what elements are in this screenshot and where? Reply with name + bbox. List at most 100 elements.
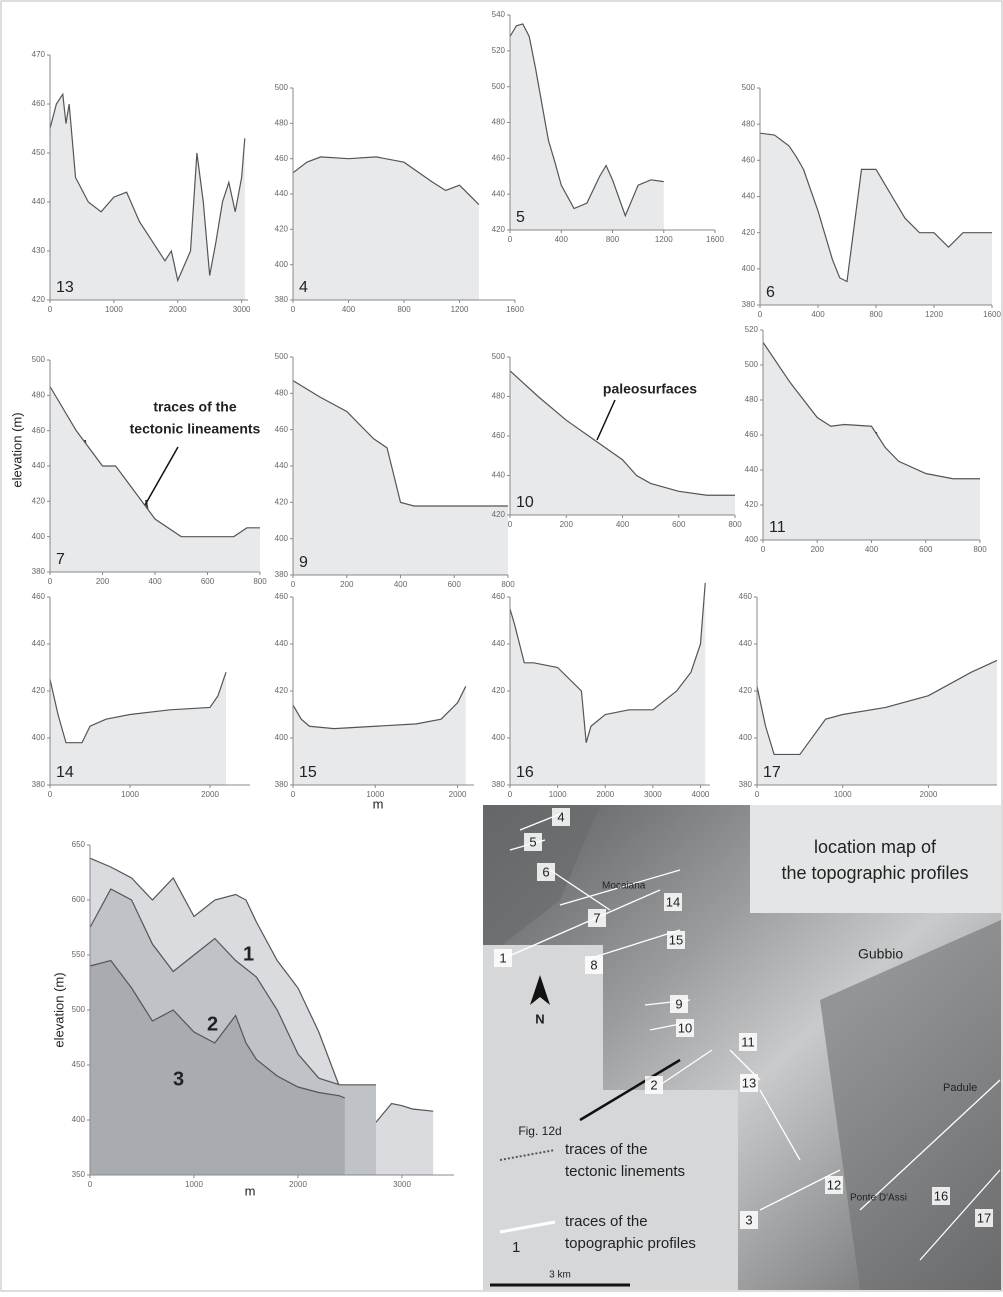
x-tick-label: 0: [48, 305, 53, 314]
callout: Fig. 12d: [518, 1124, 561, 1138]
y-tick-label: 380: [32, 780, 46, 789]
y-tick-label: 500: [492, 352, 506, 361]
y-tick-label: 440: [275, 189, 289, 198]
x-tick-label: 2000: [169, 305, 187, 314]
y-tick-label: 440: [492, 471, 506, 480]
x-tick-label: 1600: [706, 235, 724, 244]
y-tick-label: 420: [745, 500, 759, 509]
profile-number: 1: [243, 943, 254, 965]
y-tick-label: 380: [742, 300, 756, 309]
profile-chart: 38040042044046001000200017: [739, 592, 997, 799]
x-tick-label: 200: [96, 577, 110, 586]
scale-label: 3 km: [549, 1270, 571, 1281]
x-tick-label: 600: [448, 580, 462, 589]
x-tick-label: 0: [755, 790, 760, 799]
y-tick-label: 440: [275, 639, 289, 648]
annotation: traces of the: [153, 399, 236, 415]
x-tick-label: 600: [919, 545, 933, 554]
profile-number: 2: [207, 1013, 218, 1035]
x-tick-label: 600: [201, 577, 215, 586]
annotation-arrow: [597, 400, 615, 440]
map-title-box: [750, 805, 1001, 913]
profile-chart: 3804004204404600100020003000400016: [492, 583, 710, 799]
y-tick-label: 550: [72, 950, 86, 959]
profile-label: 3: [745, 1212, 752, 1227]
profile-number: 16: [516, 764, 534, 781]
profile-number: 10: [516, 494, 534, 511]
y-tick-label: 400: [72, 1115, 86, 1124]
y-tick-label: 480: [492, 118, 506, 127]
x-tick-label: 800: [606, 235, 620, 244]
y-tick-label: 480: [275, 118, 289, 127]
y-tick-label: 420: [32, 295, 46, 304]
legend-text: topographic profiles: [565, 1235, 696, 1252]
y-tick-label: 460: [32, 592, 46, 601]
y-axis-label: elevation (m): [9, 412, 24, 487]
profile-label: 6: [542, 864, 549, 879]
y-tick-label: 420: [275, 686, 289, 695]
y-tick-label: 460: [275, 425, 289, 434]
profile-label: 1: [499, 950, 506, 965]
y-tick-label: 480: [275, 388, 289, 397]
x-tick-label: 2000: [201, 790, 219, 799]
profile-label: 11: [741, 1034, 755, 1049]
y-tick-label: 420: [32, 686, 46, 695]
y-tick-label: 520: [492, 46, 506, 55]
y-tick-label: 460: [275, 154, 289, 163]
profile-number: 14: [56, 764, 74, 781]
profile-label: 10: [678, 1020, 692, 1035]
y-tick-label: 400: [32, 532, 46, 541]
y-tick-label: 460: [739, 592, 753, 601]
x-tick-label: 1600: [983, 310, 1001, 319]
profile-area: [510, 583, 705, 785]
profile-chart: 38040042044046048050002004006008007eleva…: [9, 355, 267, 586]
x-tick-label: 1200: [925, 310, 943, 319]
legend-text: traces of the: [565, 1213, 648, 1230]
profile-label: 13: [742, 1075, 756, 1090]
y-tick-label: 650: [72, 840, 86, 849]
x-tick-label: 800: [869, 310, 883, 319]
y-tick-label: 380: [275, 780, 289, 789]
y-tick-label: 500: [72, 1005, 86, 1014]
y-tick-label: 420: [32, 496, 46, 505]
profile-label: 2: [650, 1077, 657, 1092]
x-tick-label: 400: [865, 545, 879, 554]
y-tick-label: 450: [32, 148, 46, 157]
profile-number: 13: [56, 279, 74, 296]
x-tick-label: 4000: [692, 790, 710, 799]
x-tick-label: 0: [48, 790, 53, 799]
place-name: Ponte D'Assi: [850, 1193, 907, 1204]
x-tick-label: 800: [253, 577, 267, 586]
x-tick-label: 1200: [655, 235, 673, 244]
x-tick-label: 0: [48, 577, 53, 586]
y-tick-label: 440: [275, 461, 289, 470]
profile-number: 9: [299, 554, 308, 571]
profile-label: 15: [669, 932, 683, 947]
y-tick-label: 440: [32, 461, 46, 470]
profile-chart: 3504004505005506006500100020003000123ele…: [51, 840, 454, 1198]
y-tick-label: 380: [275, 295, 289, 304]
place-name: Padule: [943, 1082, 977, 1094]
x-tick-label: 800: [973, 545, 987, 554]
y-tick-label: 400: [745, 535, 759, 544]
y-tick-label: 440: [32, 639, 46, 648]
x-tick-label: 3000: [233, 305, 251, 314]
y-tick-label: 400: [742, 264, 756, 273]
figure: 4204304404504604700100020003000133804004…: [0, 0, 1003, 1292]
y-tick-label: 500: [275, 83, 289, 92]
y-tick-label: 440: [32, 197, 46, 206]
y-tick-label: 400: [275, 733, 289, 742]
y-tick-label: 420: [275, 224, 289, 233]
profile-area: [757, 660, 997, 785]
y-tick-label: 400: [275, 260, 289, 269]
y-tick-label: 400: [275, 534, 289, 543]
profile-area: [293, 381, 508, 575]
profile-label: 12: [827, 1177, 841, 1192]
x-tick-label: 400: [394, 580, 408, 589]
y-tick-label: 540: [492, 10, 506, 19]
x-tick-label: 800: [501, 580, 515, 589]
y-tick-label: 500: [32, 355, 46, 364]
x-axis-label: m: [373, 796, 384, 811]
